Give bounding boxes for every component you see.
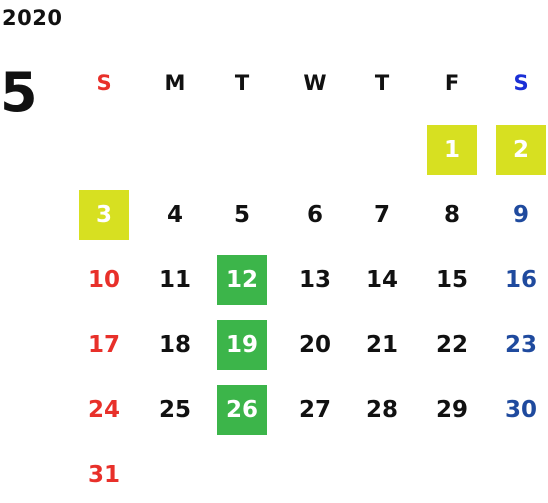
weekday-header-thu: T [374,71,390,95]
calendar-day-1[interactable]: 1 [427,125,477,175]
calendar-day-25[interactable]: 25 [158,397,191,423]
calendar-day-4[interactable]: 4 [166,202,183,228]
calendar-day-10[interactable]: 10 [87,267,120,293]
calendar-day-5[interactable]: 5 [233,202,250,228]
calendar-day-6[interactable]: 6 [306,202,323,228]
calendar-day-23[interactable]: 23 [504,332,537,358]
calendar-day-11[interactable]: 11 [158,267,191,293]
calendar-day-7[interactable]: 7 [373,202,390,228]
calendar-day-12[interactable]: 12 [217,255,267,305]
calendar-day-17[interactable]: 17 [87,332,120,358]
calendar-day-21[interactable]: 21 [365,332,398,358]
weekday-header-sat: S [513,71,529,95]
calendar-day-30[interactable]: 30 [504,397,537,423]
weekday-header-mon: M [164,71,186,95]
calendar-day-27[interactable]: 27 [298,397,331,423]
weekday-header-sun: S [96,71,112,95]
calendar-day-31[interactable]: 31 [87,462,120,488]
calendar-day-13[interactable]: 13 [298,267,331,293]
calendar-day-22[interactable]: 22 [435,332,468,358]
calendar-day-3[interactable]: 3 [79,190,129,240]
month-number: 5 [0,61,38,124]
calendar-day-20[interactable]: 20 [298,332,331,358]
calendar-day-9[interactable]: 9 [512,202,529,228]
calendar-day-18[interactable]: 18 [158,332,191,358]
calendar-day-28[interactable]: 28 [365,397,398,423]
calendar-day-16[interactable]: 16 [504,267,537,293]
calendar-day-29[interactable]: 29 [435,397,468,423]
calendar-day-8[interactable]: 8 [443,202,460,228]
calendar-day-2[interactable]: 2 [496,125,546,175]
calendar-day-19[interactable]: 19 [217,320,267,370]
calendar-day-14[interactable]: 14 [365,267,398,293]
weekday-header-fri: F [444,71,460,95]
weekday-header-tue: T [234,71,250,95]
year-label: 2020 [2,6,63,30]
weekday-header-wed: W [303,71,327,95]
calendar-day-15[interactable]: 15 [435,267,468,293]
calendar-day-24[interactable]: 24 [87,397,120,423]
calendar-day-26[interactable]: 26 [217,385,267,435]
